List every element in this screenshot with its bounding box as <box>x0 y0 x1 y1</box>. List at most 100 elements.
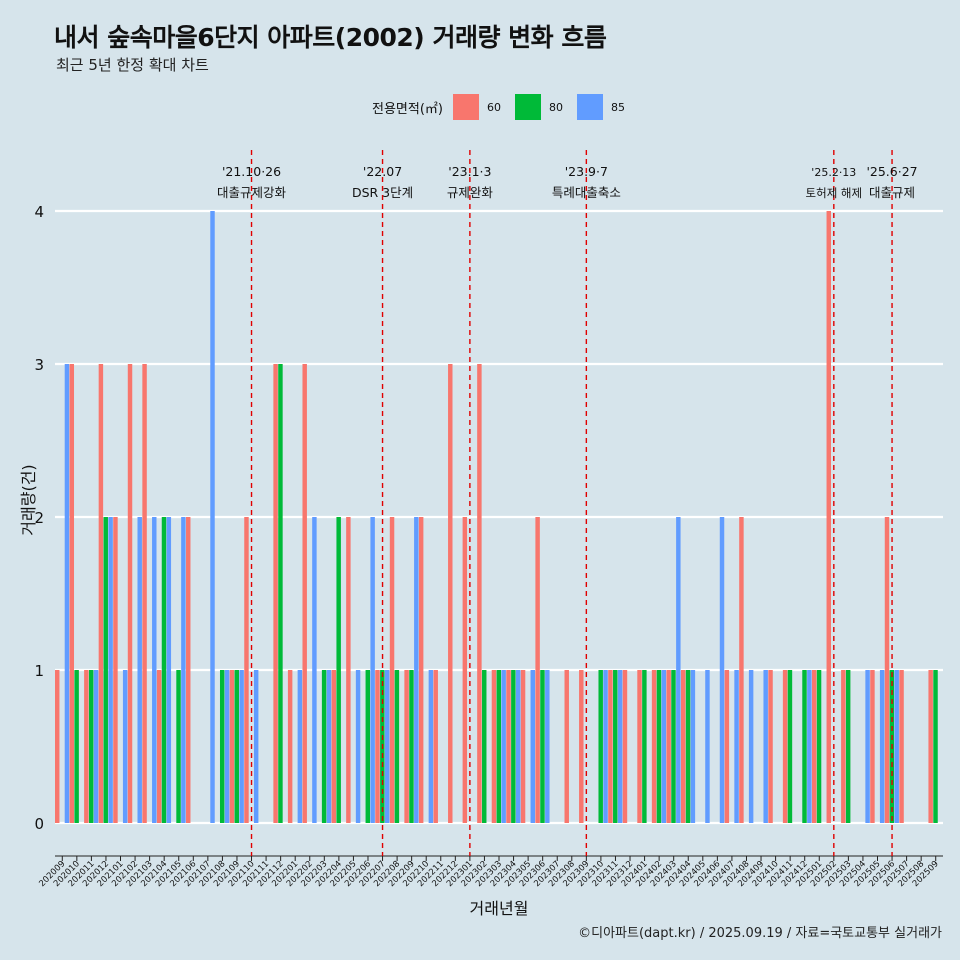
bar <box>671 670 676 823</box>
bar <box>404 670 409 823</box>
bar <box>768 670 773 823</box>
bar <box>520 670 526 823</box>
bar <box>676 517 681 823</box>
annotation-label: 토허제 해제 <box>806 186 863 200</box>
bar <box>103 517 108 823</box>
bar <box>409 670 414 823</box>
bar <box>152 517 157 823</box>
bar <box>826 211 831 823</box>
bar <box>734 670 739 823</box>
bar <box>161 517 167 823</box>
bar <box>719 517 725 823</box>
legend-key-80 <box>514 94 541 120</box>
annotation-date: '23.9·7 <box>565 164 608 179</box>
bar <box>617 670 623 823</box>
y-tick-label: 2 <box>34 509 44 527</box>
bar <box>210 211 215 823</box>
bar <box>234 670 239 823</box>
bar <box>802 670 807 823</box>
bar <box>535 517 540 823</box>
bar <box>74 670 79 823</box>
bar <box>122 670 128 823</box>
bar <box>579 670 584 823</box>
bar <box>69 364 75 823</box>
bar <box>865 670 870 823</box>
bar <box>375 670 380 823</box>
bar <box>55 670 60 823</box>
annotation-label: 대출규제강화 <box>217 185 287 200</box>
bar <box>166 517 172 823</box>
bar <box>384 670 390 823</box>
bar <box>181 517 186 823</box>
bar <box>884 517 890 823</box>
annotation-label: DSR 3단계 <box>352 185 413 200</box>
bar <box>64 364 70 823</box>
bar <box>506 670 511 823</box>
bar <box>899 670 904 823</box>
y-tick-label: 3 <box>34 356 44 374</box>
bar <box>608 670 613 823</box>
annotation-date: '25.6·27 <box>866 164 917 179</box>
bar <box>651 670 657 823</box>
bar <box>763 670 768 823</box>
annotation-label: 규제완화 <box>447 185 494 200</box>
bar <box>870 670 875 823</box>
bar <box>928 670 933 823</box>
bar <box>656 670 662 823</box>
y-axis-title: 거래량(건) <box>19 464 38 535</box>
bar <box>93 670 99 823</box>
bar <box>370 517 375 823</box>
bar <box>477 364 482 823</box>
bar <box>229 670 235 823</box>
legend-label-60: 60 <box>486 100 501 114</box>
bar <box>482 670 487 823</box>
bar <box>312 517 317 823</box>
bar <box>88 670 94 823</box>
bar <box>642 670 647 823</box>
bar <box>127 364 133 823</box>
y-tick-label: 1 <box>34 662 44 680</box>
bar <box>845 670 851 823</box>
legend-title: 전용면적(㎡) <box>372 101 443 117</box>
bar <box>807 670 812 823</box>
bar <box>389 517 395 823</box>
bar <box>501 670 506 823</box>
bar <box>724 670 730 823</box>
bar <box>613 670 618 823</box>
bar <box>811 670 817 823</box>
legend: 전용면적(㎡) 60 80 85 <box>372 92 639 122</box>
legend-key-60 <box>452 94 479 120</box>
annotation-date: '25.2·13 <box>811 166 856 179</box>
bar <box>253 670 259 823</box>
bar <box>787 670 793 823</box>
bar <box>355 670 361 823</box>
bar <box>661 670 667 823</box>
bar <box>433 670 438 823</box>
y-tick-label: 4 <box>34 203 44 221</box>
bar <box>84 670 89 823</box>
bar <box>680 670 686 823</box>
bar <box>530 670 535 823</box>
bar <box>278 364 283 823</box>
bar <box>113 517 118 823</box>
bar <box>491 670 497 823</box>
bar <box>894 670 899 823</box>
bar <box>365 670 371 823</box>
bar <box>816 670 822 823</box>
bar <box>321 670 327 823</box>
bar <box>336 517 341 823</box>
bar <box>879 670 885 823</box>
bar <box>462 517 468 823</box>
bar <box>511 670 516 823</box>
bar <box>496 670 502 823</box>
bar <box>186 517 191 823</box>
legend-key-85 <box>576 94 603 120</box>
legend-label-80: 80 <box>548 100 563 114</box>
y-tick-label: 0 <box>34 815 44 833</box>
annotation-label: 대출규제 <box>869 185 915 200</box>
bar <box>239 670 244 823</box>
bar <box>137 517 142 823</box>
bar <box>448 364 453 823</box>
bar <box>685 670 691 823</box>
